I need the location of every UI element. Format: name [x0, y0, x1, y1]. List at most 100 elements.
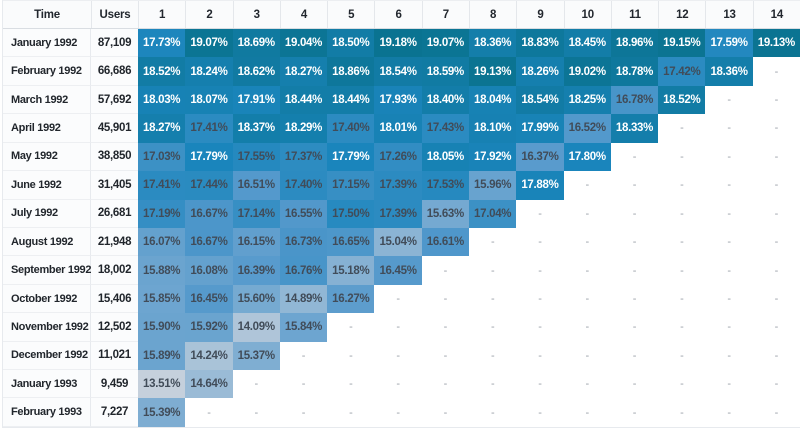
- retention-cell-empty: -: [563, 199, 611, 228]
- retention-cell-empty: -: [610, 171, 659, 200]
- retention-cell: 16.67%: [185, 199, 233, 228]
- retention-cell: 18.05%: [421, 142, 469, 172]
- retention-cell-empty: -: [374, 284, 422, 314]
- retention-cell-empty: -: [468, 256, 517, 285]
- retention-cell: 18.62%: [232, 57, 280, 86]
- retention-cell: 16.78%: [610, 85, 659, 115]
- retention-cell: 18.44%: [327, 85, 375, 115]
- retention-cell: 19.13%: [468, 57, 517, 86]
- retention-cell: 17.37%: [279, 142, 328, 172]
- column-header-14: 14: [752, 1, 800, 28]
- cohort-users-count: 26,681: [91, 199, 138, 228]
- retention-cell-empty: -: [705, 256, 753, 285]
- retention-cell: 16.55%: [279, 199, 328, 228]
- cohort-label: March 1992: [3, 85, 91, 115]
- retention-cell-empty: -: [327, 398, 375, 427]
- retention-cell: 18.78%: [610, 57, 659, 86]
- table-row: August 1992 21,948 16.07% 16.67% 16.15% 16.73…: [3, 227, 800, 257]
- retention-cell-empty: -: [327, 341, 375, 371]
- retention-cell: 17.79%: [185, 142, 233, 172]
- cohort-users-count: 38,850: [91, 142, 138, 172]
- retention-cell: 15.84%: [279, 313, 328, 342]
- retention-cell: 17.91%: [232, 85, 280, 115]
- retention-cell: 17.41%: [185, 114, 233, 143]
- retention-cell: 19.07%: [185, 29, 233, 58]
- retention-cell-empty: -: [516, 199, 564, 228]
- retention-cell: 19.18%: [374, 29, 422, 58]
- column-header-3: 3: [232, 1, 280, 28]
- retention-cell-empty: -: [658, 171, 706, 200]
- retention-cell: 17.79%: [327, 142, 375, 172]
- table-body: January 1992 87,109 17.73% 19.07% 18.69% 19.0…: [3, 29, 800, 428]
- retention-cell: 17.19%: [138, 199, 186, 228]
- retention-cell-empty: -: [610, 313, 659, 342]
- retention-cell: 16.45%: [374, 256, 422, 285]
- column-header-11: 11: [610, 1, 658, 28]
- retention-cell: 15.89%: [138, 341, 186, 371]
- retention-cell: 16.37%: [516, 142, 564, 172]
- retention-cell-empty: -: [658, 313, 706, 342]
- retention-cell-empty: -: [658, 398, 706, 427]
- retention-cell-empty: -: [752, 313, 800, 342]
- retention-cell-empty: -: [705, 171, 753, 200]
- retention-cell-empty: -: [705, 227, 753, 257]
- column-header-10: 10: [563, 1, 611, 28]
- retention-cell: 17.99%: [516, 114, 564, 143]
- retention-cell-empty: -: [421, 256, 469, 285]
- retention-cell-empty: -: [468, 227, 517, 257]
- retention-cell: 15.88%: [138, 256, 186, 285]
- retention-cell: 19.07%: [421, 29, 469, 58]
- retention-cell: 17.55%: [232, 142, 280, 172]
- retention-cell: 15.85%: [138, 284, 186, 314]
- retention-table: Time Users 1 2 3 4 5 6 7 8 9 10 11 12 13 14 January 199…: [2, 0, 800, 428]
- column-header-1: 1: [138, 1, 185, 28]
- retention-cell: 18.07%: [185, 85, 233, 115]
- retention-cell: 18.01%: [374, 114, 422, 143]
- retention-cell: 18.44%: [279, 85, 328, 115]
- retention-cell: 15.39%: [138, 398, 186, 427]
- retention-cell: 18.36%: [468, 29, 517, 58]
- retention-cell-empty: -: [752, 398, 800, 427]
- retention-cell: 17.73%: [138, 29, 186, 58]
- retention-cell-empty: -: [610, 256, 659, 285]
- retention-cell: 18.03%: [138, 85, 186, 115]
- retention-cell-empty: -: [421, 313, 469, 342]
- retention-cell: 17.59%: [705, 29, 753, 58]
- retention-cell-empty: -: [374, 370, 422, 399]
- column-header-13: 13: [705, 1, 752, 28]
- retention-cell: 17.92%: [468, 142, 517, 172]
- table-row: January 1993 9,459 13.51% 14.64% - - - - - - - - - - -…: [3, 370, 800, 399]
- retention-cell: 18.25%: [563, 85, 611, 115]
- cohort-label: January 1992: [3, 29, 91, 58]
- retention-cell: 17.50%: [327, 199, 375, 228]
- table-header-row: Time Users 1 2 3 4 5 6 7 8 9 10 11 12 13 14: [3, 0, 800, 29]
- retention-cell-empty: -: [516, 313, 564, 342]
- retention-cell: 15.04%: [374, 227, 422, 257]
- cohort-users-count: 21,948: [91, 227, 138, 257]
- retention-cell: 17.39%: [374, 171, 422, 200]
- cohort-label: February 1992: [3, 57, 91, 86]
- retention-cell-empty: -: [516, 284, 564, 314]
- retention-cell: 17.40%: [327, 114, 375, 143]
- retention-cell: 16.67%: [185, 227, 233, 257]
- retention-cell: 19.13%: [752, 29, 800, 58]
- retention-cell: 18.04%: [468, 85, 517, 115]
- retention-cell: 16.15%: [232, 227, 280, 257]
- retention-cell-empty: -: [563, 341, 611, 371]
- table-row: March 1992 57,692 18.03% 18.07% 17.91% 18.44%…: [3, 85, 800, 115]
- retention-cell-empty: -: [563, 256, 611, 285]
- retention-cell-empty: -: [279, 341, 328, 371]
- table-row: January 1992 87,109 17.73% 19.07% 18.69% 19.0…: [3, 29, 800, 58]
- retention-cell-empty: -: [752, 57, 800, 86]
- retention-cell-empty: -: [658, 199, 706, 228]
- retention-cell-empty: -: [563, 284, 611, 314]
- table-row: February 1993 7,227 15.39% - - - - - - - - - - - - -: [3, 398, 800, 427]
- cohort-users-count: 9,459: [91, 370, 138, 399]
- retention-cell-empty: -: [468, 370, 517, 399]
- retention-cell: 14.09%: [232, 313, 280, 342]
- retention-cell: 18.96%: [610, 29, 659, 58]
- cohort-users-count: 7,227: [91, 398, 138, 427]
- retention-cell-empty: -: [705, 284, 753, 314]
- retention-cell: 18.52%: [658, 85, 706, 115]
- retention-cell: 15.37%: [232, 341, 280, 371]
